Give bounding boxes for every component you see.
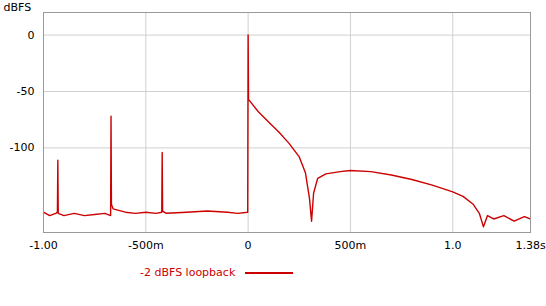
- svg-text:-500m: -500m: [128, 239, 164, 252]
- svg-text:0: 0: [245, 239, 252, 252]
- svg-text:-50: -50: [17, 85, 35, 98]
- svg-text:1.38s: 1.38s: [515, 239, 545, 252]
- svg-text:0: 0: [28, 29, 35, 42]
- svg-text:-100: -100: [10, 141, 35, 154]
- svg-text:dBFS: dBFS: [4, 1, 32, 14]
- svg-text:1.0: 1.0: [444, 239, 462, 252]
- svg-text:-1.00: -1.00: [29, 239, 57, 252]
- svg-text:500m: 500m: [335, 239, 367, 252]
- html-text:-2 dBFS loopback: -2 dBFS loopback: [140, 266, 236, 279]
